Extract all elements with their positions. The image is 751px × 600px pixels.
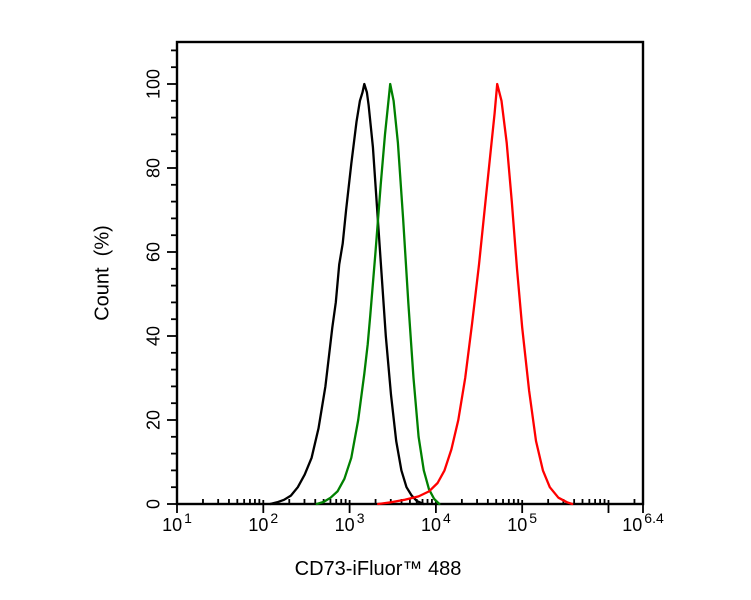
- y-axis-title: Count (%): [91, 225, 114, 321]
- y-tick-label-0: 0: [143, 498, 164, 510]
- y-tick-label-60: 60: [143, 241, 164, 263]
- y-tick-label-100: 100: [143, 68, 164, 100]
- series-curve-red: [376, 82, 574, 506]
- x-tick-label-10e4: 10 4: [420, 510, 451, 535]
- series-curve-black: [269, 82, 425, 506]
- y-tick-label-80: 80: [143, 157, 164, 179]
- y-tick-label-40: 40: [143, 325, 164, 347]
- x-tick-label-10e2: 10 2: [248, 510, 279, 535]
- x-tick-label-10e6.4: 10 6.4: [622, 510, 664, 535]
- x-axis-title: CD73-iFluor™ 488: [294, 558, 462, 580]
- y-tick-label-20: 20: [143, 409, 164, 431]
- x-tick-label-10e5: 10 5: [507, 510, 538, 535]
- series-curve-green: [315, 82, 441, 506]
- plot-frame: [175, 40, 645, 506]
- x-tick-label-10e1: 10 1: [162, 510, 192, 535]
- x-tick-label-10e3: 10 3: [334, 510, 365, 535]
